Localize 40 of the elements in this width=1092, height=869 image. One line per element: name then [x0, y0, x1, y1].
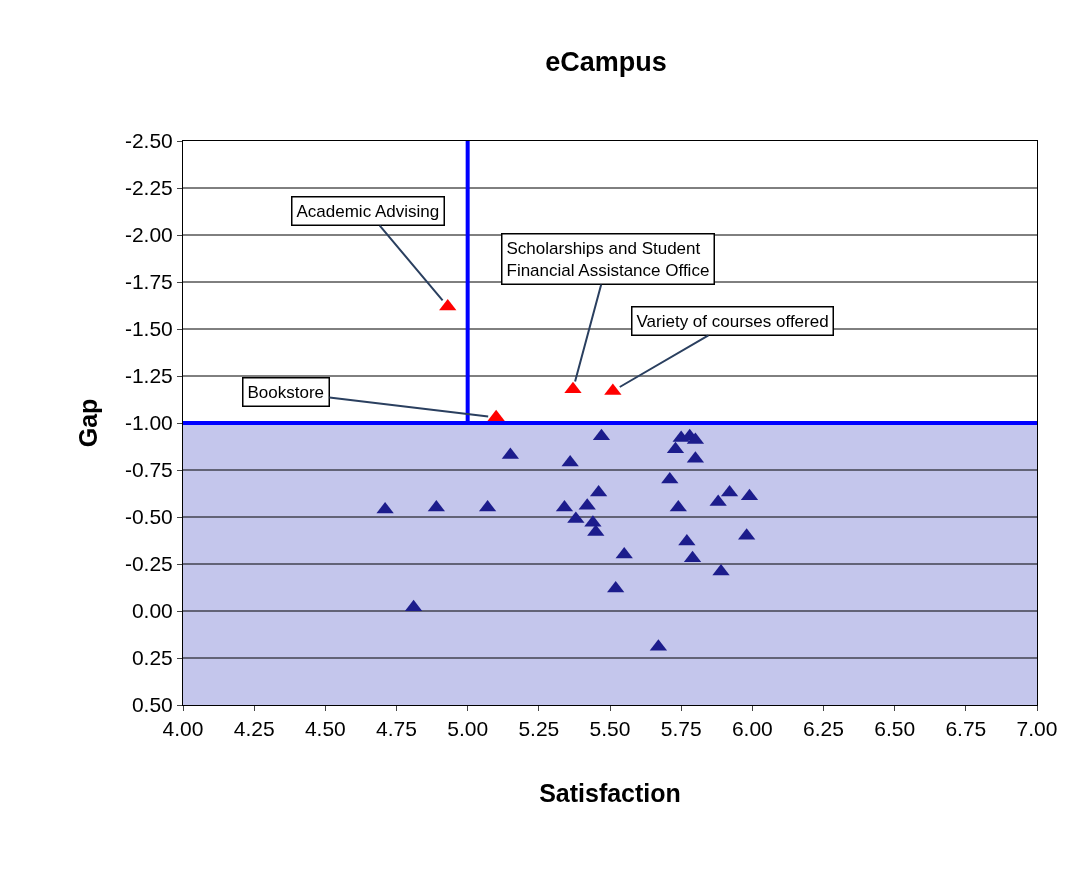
y-tick-label: 0.25	[131, 646, 173, 670]
annotation: Bookstore	[247, 382, 325, 402]
y-tick-label: -2.25	[124, 176, 173, 200]
x-tick-label: 4.25	[233, 717, 275, 741]
point	[376, 501, 394, 514]
annotation: Variety of courses offered	[636, 311, 829, 331]
y-tick-label: -2.00	[124, 223, 173, 247]
y-tick-label: 0.00	[131, 599, 173, 623]
point	[487, 409, 505, 422]
point	[561, 454, 579, 467]
chart-title: eCampus	[545, 47, 667, 78]
x-tick-label: 6.25	[803, 717, 844, 741]
x-axis-title: Satisfaction	[539, 779, 681, 808]
x-tick-label: 5.25	[518, 717, 560, 741]
y-tick-label: -1.50	[124, 317, 173, 341]
y-axis-title: Gap	[73, 398, 102, 448]
x-tick-label: 5.75	[660, 717, 702, 741]
point	[439, 298, 457, 311]
x-tick-label: 5.00	[447, 717, 489, 741]
point	[607, 580, 625, 593]
annotation: Academic Advising	[296, 201, 440, 221]
y-tick-label: 0.50	[131, 693, 173, 717]
point	[678, 533, 696, 546]
x-tick-label: 4.75	[376, 717, 417, 741]
y-tick-label: -2.50	[124, 129, 173, 153]
x-tick-label: 4.00	[162, 717, 204, 741]
point	[661, 471, 679, 484]
x-tick-label: 7.00	[1016, 717, 1058, 741]
x-tick-label: 4.50	[304, 717, 346, 741]
y-tick-label: -1.75	[124, 270, 173, 294]
x-tick-label: 6.75	[945, 717, 987, 741]
y-tick-label: -0.25	[124, 552, 173, 576]
y-tick-label: -1.25	[124, 364, 173, 388]
y-tick-label: -0.75	[124, 458, 173, 482]
x-tick-label: 6.00	[731, 717, 773, 741]
annotation: Scholarships and Student Financial Assistance Office	[506, 238, 710, 280]
y-tick-label: -0.50	[124, 505, 173, 529]
x-tick-label: 6.50	[874, 717, 916, 741]
y-tick-label: -1.00	[124, 411, 173, 435]
x-tick-label: 5.50	[589, 717, 631, 741]
